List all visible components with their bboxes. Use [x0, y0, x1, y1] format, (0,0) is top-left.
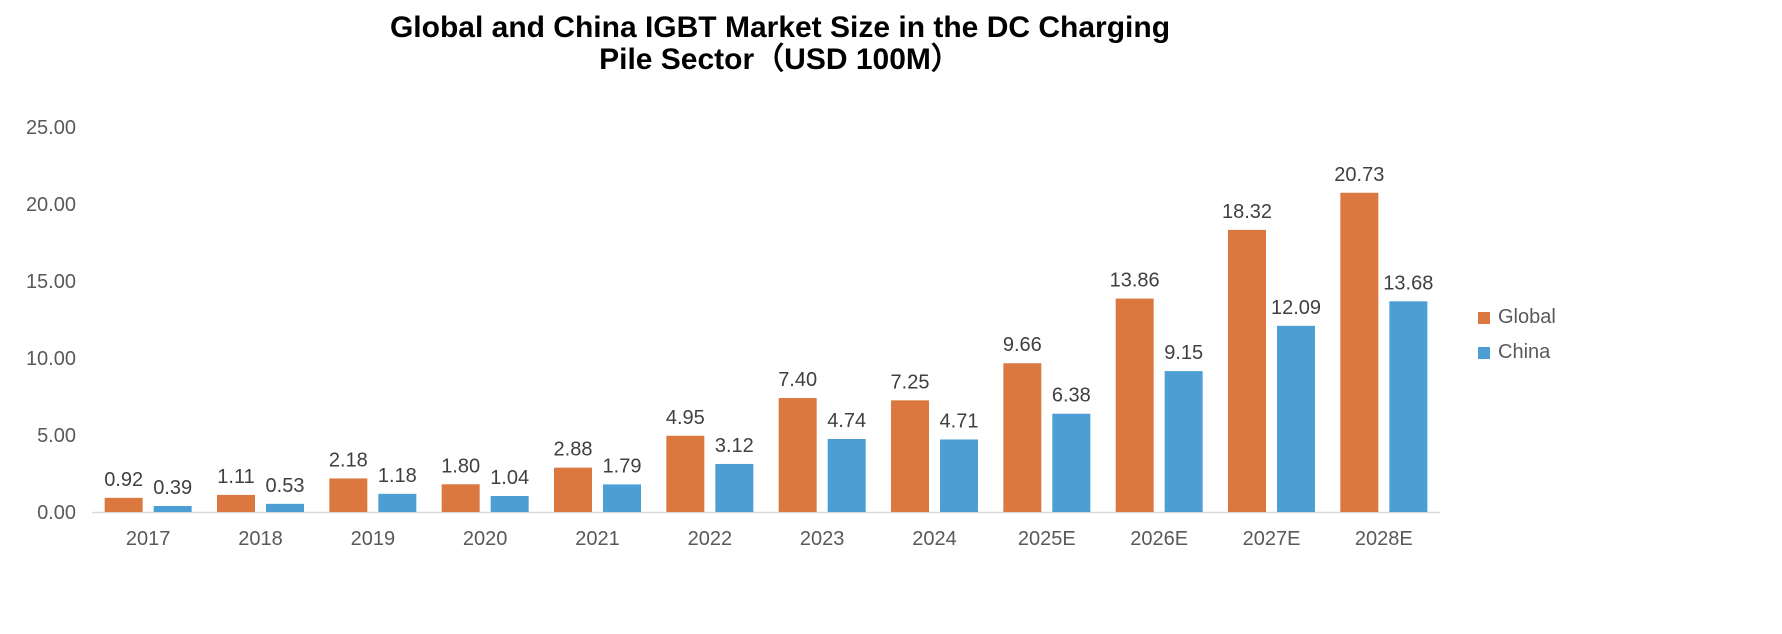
- bar-global: [778, 398, 817, 512]
- legend-label-china: China: [1498, 341, 1551, 363]
- bar-china: [1277, 325, 1315, 512]
- data-label-china: 1.79: [603, 455, 642, 477]
- data-label-china: 13.68: [1383, 272, 1433, 294]
- bar-global: [104, 497, 143, 512]
- bar-global: [441, 484, 480, 512]
- data-label-china: 4.71: [940, 410, 979, 432]
- data-label-global: 7.25: [891, 371, 930, 393]
- bar-global: [1228, 229, 1266, 512]
- y-tick-label: 25.00: [26, 117, 76, 139]
- data-label-global: 9.66: [1003, 334, 1042, 356]
- data-label-global: 2.88: [554, 439, 593, 461]
- bar-china: [827, 439, 866, 512]
- data-label-china: 0.39: [153, 477, 192, 499]
- data-label-global: 0.92: [104, 469, 143, 491]
- data-label-global: 1.80: [441, 455, 480, 477]
- bar-global: [1003, 363, 1042, 512]
- bar-china: [1164, 371, 1203, 512]
- data-label-china: 6.38: [1052, 385, 1091, 407]
- x-tick-label: 2028E: [1355, 528, 1413, 550]
- data-label-global: 1.11: [217, 466, 254, 488]
- bar-china: [715, 463, 754, 512]
- bar-global: [217, 494, 255, 512]
- x-tick-label: 2022: [688, 528, 733, 550]
- y-tick-label: 0.00: [37, 502, 76, 524]
- data-label-global: 18.32: [1222, 201, 1272, 223]
- bar-china: [490, 495, 529, 512]
- data-label-china: 9.15: [1164, 342, 1203, 364]
- data-label-global: 20.73: [1334, 164, 1384, 186]
- bar-global: [666, 435, 705, 512]
- data-label-china: 3.12: [715, 435, 754, 457]
- data-label-china: 1.04: [490, 467, 529, 489]
- bar-china: [603, 484, 641, 512]
- data-label-global: 13.86: [1110, 270, 1160, 292]
- bar-china: [1052, 413, 1091, 512]
- x-tick-label: 2023: [800, 528, 845, 550]
- y-tick-label: 20.00: [26, 194, 76, 216]
- x-tick-label: 2026E: [1130, 528, 1188, 550]
- bar-china: [378, 493, 417, 512]
- chart-title: Global and China IGBT Market Size in the…: [0, 12, 1560, 76]
- data-label-china: 1.18: [378, 465, 417, 487]
- x-tick-label: 2027E: [1243, 528, 1301, 550]
- y-tick-label: 15.00: [26, 271, 76, 293]
- bar-china: [1389, 301, 1428, 512]
- bar-global: [1115, 298, 1154, 512]
- legend-item-global: Global: [1478, 306, 1556, 329]
- bar-china: [940, 439, 978, 512]
- x-tick-label: 2025E: [1018, 528, 1076, 550]
- bar-global: [891, 400, 929, 512]
- data-label-china: 0.53: [266, 475, 305, 497]
- x-tick-label: 2024: [912, 528, 957, 550]
- data-label-global: 7.40: [778, 369, 817, 391]
- bar-global: [554, 467, 592, 512]
- data-label-china: 12.09: [1271, 297, 1321, 319]
- chart-title-line-1: Global and China IGBT Market Size in the…: [389, 11, 1171, 44]
- x-tick-label: 2018: [238, 528, 283, 550]
- x-tick-label: 2017: [126, 528, 171, 550]
- bar-global: [329, 478, 368, 512]
- x-tick-label: 2020: [463, 528, 508, 550]
- bar-global: [1340, 192, 1379, 512]
- data-label-china: 4.74: [827, 410, 866, 432]
- legend-swatch-china: [1478, 346, 1490, 359]
- legend-item-china: China: [1478, 341, 1550, 364]
- bar-china: [266, 503, 304, 512]
- chart-title-line-2: Pile Sector（USD 100M）: [599, 43, 961, 76]
- legend-label-global: Global: [1498, 306, 1556, 328]
- data-label-global: 2.18: [329, 449, 368, 471]
- data-label-global: 4.95: [666, 407, 705, 429]
- legend-swatch-global: [1478, 311, 1490, 324]
- bar-china: [153, 505, 192, 512]
- y-tick-label: 5.00: [37, 425, 76, 447]
- x-tick-label: 2021: [575, 528, 620, 550]
- x-tick-label: 2019: [351, 528, 396, 550]
- y-tick-label: 10.00: [26, 348, 76, 370]
